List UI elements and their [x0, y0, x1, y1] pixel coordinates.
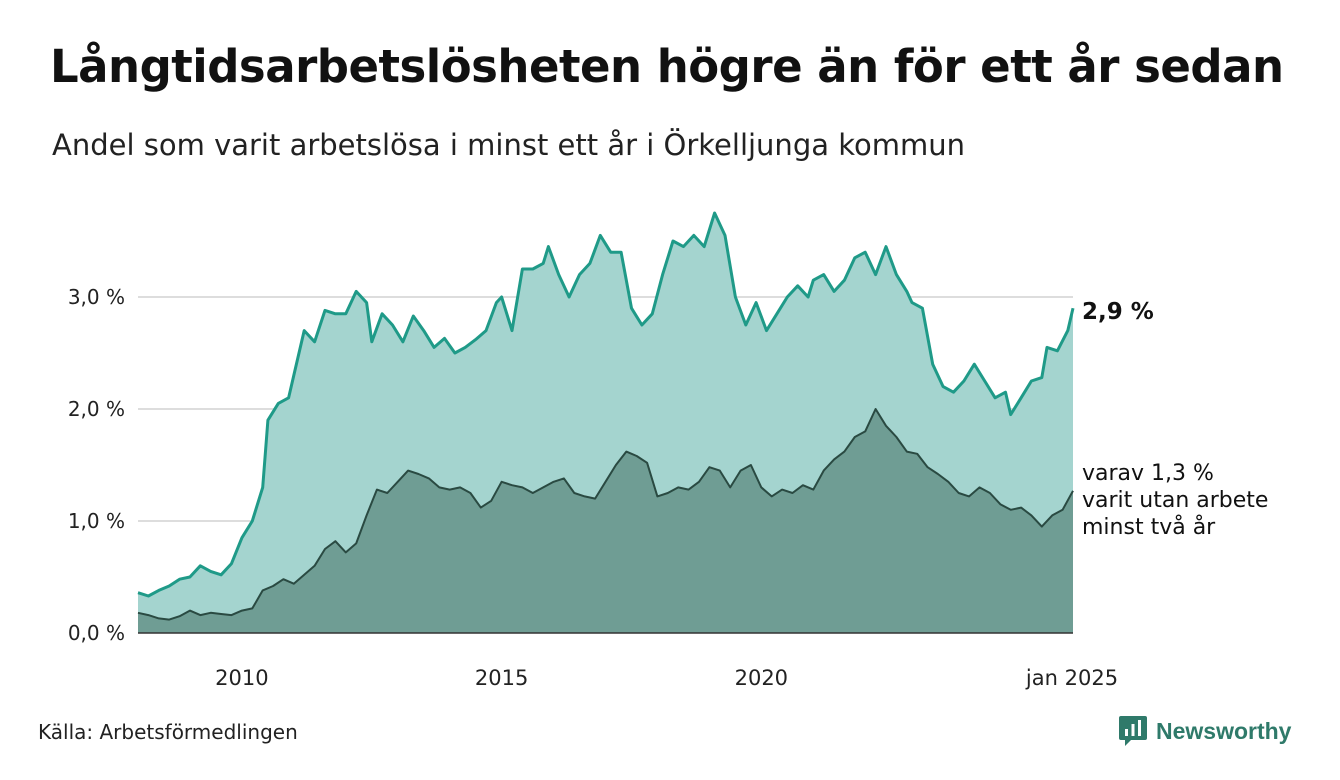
- x-tick-label: 2010: [215, 666, 268, 690]
- y-tick-label: 2,0 %: [68, 397, 125, 421]
- newsworthy-logo: Newsworthy: [1118, 714, 1291, 748]
- x-tick-label: 2020: [735, 666, 788, 690]
- end-label-minst-tva-ar-line2: varit utan arbete: [1082, 488, 1268, 513]
- x-tick-label: 2015: [475, 666, 528, 690]
- chart-subtitle: Andel som varit arbetslösa i minst ett å…: [52, 128, 965, 162]
- y-axis-ticks: 0,0 % 1,0 % 2,0 % 3,0 %: [68, 285, 125, 645]
- x-axis-ticks: 2010 2015 2020 jan 2025: [215, 666, 1118, 690]
- end-label-minst-ett-ar: 2,9 %: [1082, 299, 1154, 325]
- y-tick-label: 3,0 %: [68, 285, 125, 309]
- end-label-minst-tva-ar-line3: minst två år: [1082, 514, 1216, 540]
- source-note: Källa: Arbetsförmedlingen: [38, 720, 298, 744]
- chart-title: Långtidsarbetslösheten högre än för ett …: [50, 40, 1284, 93]
- y-tick-label: 0,0 %: [68, 621, 125, 645]
- brand-name: Newsworthy: [1156, 717, 1292, 744]
- line-minst-ett-ar: [137, 211, 1075, 598]
- x-tick-label: jan 2025: [1025, 666, 1118, 690]
- area-minst-tva-ar: [138, 409, 1073, 633]
- y-tick-label: 1,0 %: [68, 509, 125, 533]
- line-minst-tva-ar: [137, 408, 1074, 621]
- newsworthy-logo-icon: [1119, 716, 1147, 746]
- end-label-minst-tva-ar-line1: varav 1,3 %: [1082, 461, 1214, 486]
